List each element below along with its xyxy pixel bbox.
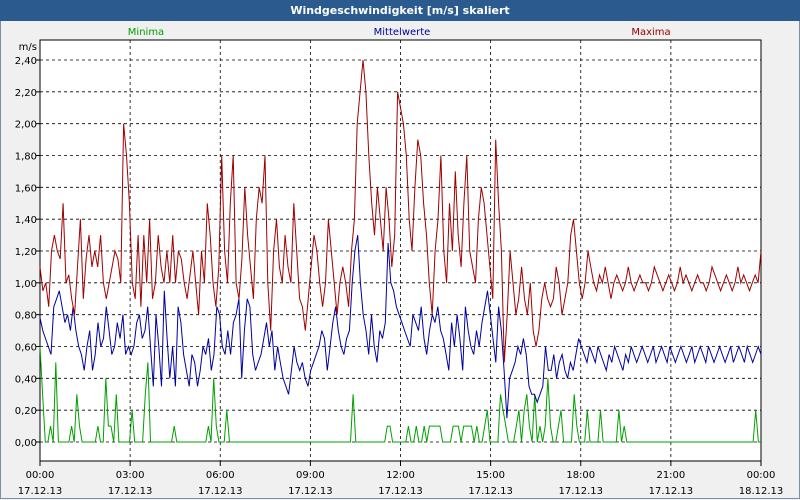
x-tick-time: 12:00 [386, 470, 415, 481]
x-tick-time: 18:00 [566, 470, 595, 481]
series-minima-line [39, 346, 761, 443]
y-axis-label: m/s [19, 42, 37, 53]
y-tick-label: 0,00 [15, 438, 37, 449]
x-tick-date: 17.12.13 [288, 486, 333, 497]
x-tick-time: 03:00 [116, 470, 145, 481]
y-tick-label: 2,40 [15, 56, 37, 67]
y-tick-label: 0,40 [15, 374, 37, 385]
y-tick-label: 0,80 [15, 311, 37, 322]
x-tick-date: 17.12.13 [649, 486, 694, 497]
x-tick-time: 00:00 [747, 470, 776, 481]
x-tick-time: 09:00 [296, 470, 325, 481]
series-mittelwerte-line [39, 235, 762, 419]
x-tick-date: 18.12.13 [739, 486, 784, 497]
x-tick-time: 06:00 [206, 470, 235, 481]
x-tick-date: 17.12.13 [198, 486, 243, 497]
x-tick-date: 17.12.13 [558, 486, 603, 497]
y-tick-label: 1,00 [15, 279, 37, 290]
y-tick-label: 1,80 [15, 152, 37, 163]
x-tick-time: 15:00 [476, 470, 505, 481]
x-tick-time: 00:00 [26, 470, 55, 481]
y-tick-label: 1,60 [15, 183, 37, 194]
legend-mittelwerte: Mittelwerte [374, 27, 431, 38]
y-tick-label: 1,40 [15, 215, 37, 226]
y-tick-label: 0,20 [15, 406, 37, 417]
legend-maxima: Maxima [631, 27, 670, 38]
x-tick-date: 17.12.13 [18, 486, 63, 497]
legend-minima: Minima [128, 27, 164, 38]
x-tick-date: 17.12.13 [108, 486, 153, 497]
x-tick-date: 17.12.13 [468, 486, 513, 497]
x-tick-time: 21:00 [656, 470, 685, 481]
series-maxima-line [39, 59, 762, 363]
y-tick-label: 1,20 [15, 247, 37, 258]
chart-title: Windgeschwindigkeit [m/s] skaliert [0, 0, 800, 21]
y-tick-label: 2,20 [15, 88, 37, 99]
y-tick-label: 0,60 [15, 343, 37, 354]
x-tick-date: 17.12.13 [378, 486, 423, 497]
y-tick-label: 2,00 [15, 120, 37, 131]
